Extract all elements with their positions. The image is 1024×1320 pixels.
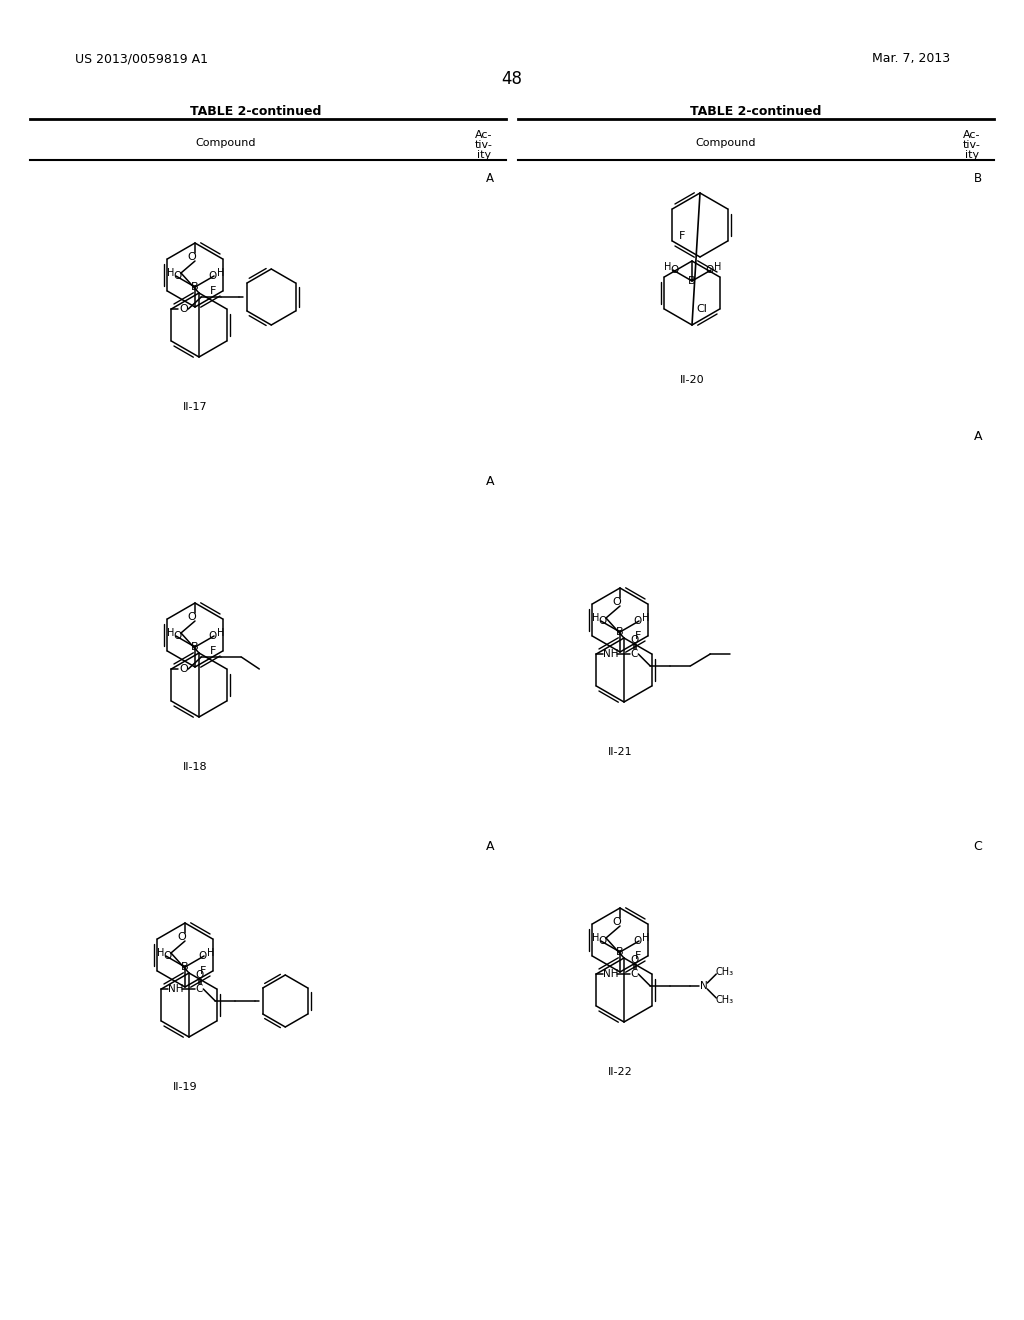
Text: II-21: II-21 bbox=[607, 747, 632, 756]
Text: C: C bbox=[974, 840, 982, 853]
Text: O: O bbox=[612, 917, 622, 927]
Text: H: H bbox=[167, 268, 175, 279]
Text: ity: ity bbox=[965, 150, 979, 160]
Text: US 2013/0059819 A1: US 2013/0059819 A1 bbox=[75, 51, 208, 65]
Text: H: H bbox=[665, 261, 672, 272]
Text: B: B bbox=[616, 627, 624, 638]
Text: A: A bbox=[485, 475, 495, 488]
Text: NH: NH bbox=[168, 983, 183, 994]
Text: O: O bbox=[174, 631, 182, 642]
Text: NH: NH bbox=[602, 649, 618, 659]
Text: C: C bbox=[196, 983, 203, 994]
Text: O: O bbox=[208, 631, 216, 642]
Text: Compound: Compound bbox=[695, 139, 757, 148]
Text: O: O bbox=[612, 597, 622, 607]
Text: Ac-: Ac- bbox=[475, 129, 493, 140]
Text: O: O bbox=[630, 954, 638, 965]
Text: H: H bbox=[167, 628, 175, 638]
Text: H: H bbox=[217, 628, 224, 638]
Text: Compound: Compound bbox=[196, 139, 256, 148]
Text: F: F bbox=[210, 645, 216, 656]
Text: C: C bbox=[631, 649, 638, 659]
Text: ity: ity bbox=[477, 150, 492, 160]
Text: II-18: II-18 bbox=[182, 762, 207, 772]
Text: tiv-: tiv- bbox=[475, 140, 493, 150]
Text: tiv-: tiv- bbox=[963, 140, 981, 150]
Text: N: N bbox=[700, 981, 709, 991]
Text: O: O bbox=[705, 265, 713, 275]
Text: B: B bbox=[181, 962, 188, 972]
Text: O: O bbox=[633, 616, 641, 626]
Text: II-20: II-20 bbox=[680, 375, 705, 385]
Text: O: O bbox=[630, 635, 638, 645]
Text: H: H bbox=[158, 948, 165, 958]
Text: O: O bbox=[179, 664, 187, 675]
Text: Cl: Cl bbox=[696, 304, 708, 314]
Text: O: O bbox=[671, 265, 679, 275]
Text: F: F bbox=[200, 966, 206, 975]
Text: NH: NH bbox=[602, 969, 618, 979]
Text: CH₃: CH₃ bbox=[715, 995, 733, 1005]
Text: A: A bbox=[486, 172, 494, 185]
Text: A: A bbox=[485, 840, 495, 853]
Text: H: H bbox=[642, 612, 650, 623]
Text: B: B bbox=[688, 276, 696, 286]
Text: O: O bbox=[599, 936, 607, 946]
Text: F: F bbox=[635, 631, 641, 642]
Text: B: B bbox=[974, 172, 982, 185]
Text: H: H bbox=[642, 933, 650, 942]
Text: 48: 48 bbox=[502, 70, 522, 88]
Text: H: H bbox=[592, 612, 600, 623]
Text: F: F bbox=[210, 286, 216, 296]
Text: A: A bbox=[974, 430, 982, 444]
Text: B: B bbox=[191, 282, 199, 292]
Text: H: H bbox=[217, 268, 224, 279]
Text: O: O bbox=[187, 612, 197, 622]
Text: O: O bbox=[633, 936, 641, 946]
Text: O: O bbox=[177, 932, 186, 942]
Text: H: H bbox=[592, 933, 600, 942]
Text: Ac-: Ac- bbox=[964, 129, 981, 140]
Text: O: O bbox=[187, 252, 197, 261]
Text: B: B bbox=[191, 642, 199, 652]
Text: II-17: II-17 bbox=[182, 403, 207, 412]
Text: B: B bbox=[616, 946, 624, 957]
Text: II-22: II-22 bbox=[607, 1067, 633, 1077]
Text: H: H bbox=[715, 261, 722, 272]
Text: O: O bbox=[174, 271, 182, 281]
Text: F: F bbox=[635, 950, 641, 961]
Text: Mar. 7, 2013: Mar. 7, 2013 bbox=[871, 51, 950, 65]
Text: O: O bbox=[196, 970, 204, 979]
Text: TABLE 2-continued: TABLE 2-continued bbox=[690, 106, 821, 117]
Text: O: O bbox=[599, 616, 607, 626]
Text: F: F bbox=[679, 231, 685, 242]
Text: O: O bbox=[164, 950, 172, 961]
Text: H: H bbox=[208, 948, 215, 958]
Text: CH₃: CH₃ bbox=[715, 968, 733, 977]
Text: II-19: II-19 bbox=[173, 1082, 198, 1092]
Text: O: O bbox=[208, 271, 216, 281]
Text: TABLE 2-continued: TABLE 2-continued bbox=[190, 106, 322, 117]
Text: O: O bbox=[179, 304, 187, 314]
Text: O: O bbox=[198, 950, 206, 961]
Text: C: C bbox=[631, 969, 638, 979]
